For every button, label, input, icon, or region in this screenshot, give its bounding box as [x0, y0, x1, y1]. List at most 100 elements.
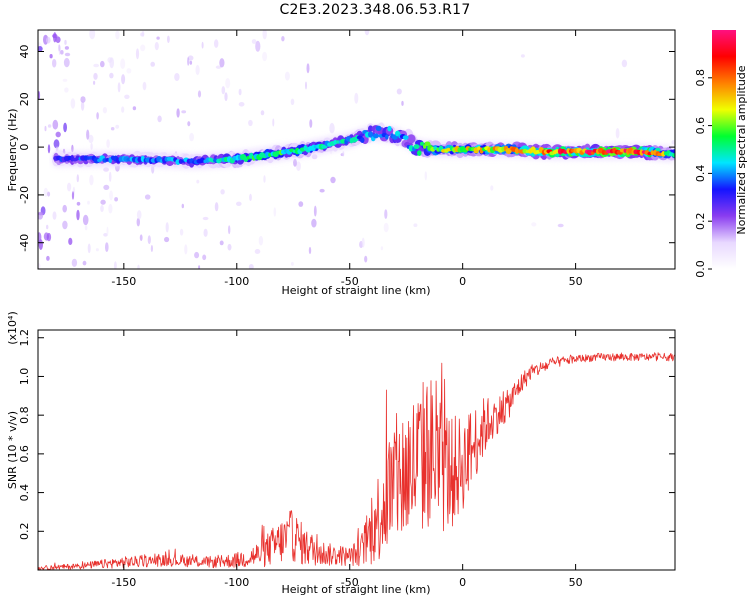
ridge-blob [406, 134, 416, 144]
y-tick-label: 20 [18, 92, 31, 106]
noise-speckle [263, 175, 266, 183]
snr-series-line [38, 352, 675, 570]
noise-speckle [329, 122, 335, 134]
noise-speckle [254, 249, 261, 254]
noise-speckle [150, 61, 155, 67]
noise-speckle [203, 228, 208, 237]
noise-speckle [187, 57, 190, 66]
noise-speckle [71, 258, 78, 267]
noise-speckle [197, 90, 202, 98]
noise-speckle [84, 225, 88, 231]
noise-speckle [109, 190, 113, 201]
noise-speckle [46, 232, 52, 242]
noise-speckle [76, 174, 80, 183]
x-tick-label: -50 [341, 275, 359, 288]
noise-speckle [179, 228, 184, 236]
noise-speckle [52, 33, 58, 39]
noise-speckle [219, 240, 224, 246]
y-tick-label: 1.0 [18, 368, 31, 386]
figure-title: C2E3.2023.348.06.53.R17 [279, 2, 471, 18]
colorbar-gradient [712, 30, 736, 269]
noise-speckle [117, 82, 121, 93]
noise-speckle [44, 125, 47, 132]
snr-ylabel: SNR (10 * v/v) [6, 411, 19, 489]
noise-speckle [108, 171, 112, 182]
ridge-blob [360, 137, 365, 144]
noise-speckle [187, 121, 191, 127]
noise-speckle [401, 100, 404, 106]
x-tick-label: -100 [224, 576, 249, 589]
noise-speckle [136, 217, 140, 227]
noise-speckle [47, 144, 51, 154]
noise-speckle [313, 205, 317, 217]
noise-speckle [248, 119, 253, 127]
noise-speckle [384, 209, 388, 220]
noise-speckle [380, 246, 384, 251]
noise-speckle [184, 244, 188, 255]
noise-speckle [298, 201, 304, 207]
noise-speckle [64, 46, 69, 50]
noise-speckle [219, 58, 225, 68]
noise-speckle [64, 52, 71, 57]
noise-speckle [557, 223, 564, 228]
noise-speckle [55, 36, 61, 43]
noise-speckle [93, 63, 100, 68]
y-tick-label: 1.2 [18, 329, 31, 347]
noise-speckle [195, 64, 200, 76]
noise-speckle [354, 92, 359, 104]
noise-speckle [531, 222, 537, 227]
noise-speckle [88, 134, 94, 144]
snr-ticks: -150 -100 -50 0 50 0.2 0.4 0.6 0.8 1.0 1.2 [18, 329, 675, 589]
colorbar-tick-label: 0.8 [694, 69, 707, 87]
noise-speckle [76, 209, 80, 221]
noise-speckle [201, 41, 204, 49]
noise-speckle [87, 243, 91, 254]
noise-speckle [109, 57, 114, 69]
noise-speckle [67, 182, 72, 192]
noise-speckle [164, 236, 170, 243]
noise-speckle [413, 223, 418, 227]
noise-speckle [95, 248, 99, 252]
noise-speckle [121, 74, 126, 85]
noise-speckle [147, 235, 151, 245]
noise-speckle [136, 210, 142, 220]
spectrogram-panel: -150 -100 -50 0 50 -40 -20 0 20 40 Height of stra… [6, 29, 676, 297]
noise-speckle [58, 44, 61, 52]
ridge-blob [420, 141, 424, 146]
noise-speckle [62, 204, 67, 213]
noise-speckle [139, 234, 143, 241]
noise-speckle [361, 237, 365, 248]
noise-speckle [248, 264, 254, 269]
ridge-blob [385, 134, 389, 140]
noise-speckle [76, 201, 81, 206]
y-tick-label: 0.4 [18, 484, 31, 502]
noise-speckle [110, 127, 115, 131]
noise-speckle [62, 78, 68, 82]
ridge-blob [424, 141, 431, 147]
noise-speckle [258, 235, 264, 246]
noise-speckle [189, 132, 195, 142]
noise-speckle [70, 98, 76, 109]
ridge-blob [477, 146, 481, 151]
noise-speckle [181, 203, 184, 209]
noise-speckle [71, 144, 74, 153]
noise-speckle [89, 174, 94, 186]
noise-speckle [100, 205, 104, 212]
noise-speckle [293, 158, 297, 167]
noise-speckle [82, 260, 87, 266]
noise-speckle [144, 194, 151, 200]
ridge-blob [368, 131, 373, 138]
noise-speckle [103, 167, 109, 172]
x-tick-label: 50 [569, 576, 583, 589]
noise-speckle [156, 36, 160, 40]
ridge-blob [83, 155, 88, 161]
noise-speckle [281, 36, 285, 42]
noise-speckle [93, 72, 98, 80]
noise-speckle [68, 237, 73, 245]
noise-speckle [63, 122, 67, 133]
noise-speckle [52, 119, 59, 130]
y-tick-label: 0.2 [18, 523, 31, 541]
noise-speckle [121, 106, 125, 113]
y-tick-label: 0.8 [18, 406, 31, 424]
noise-speckle [364, 30, 370, 36]
